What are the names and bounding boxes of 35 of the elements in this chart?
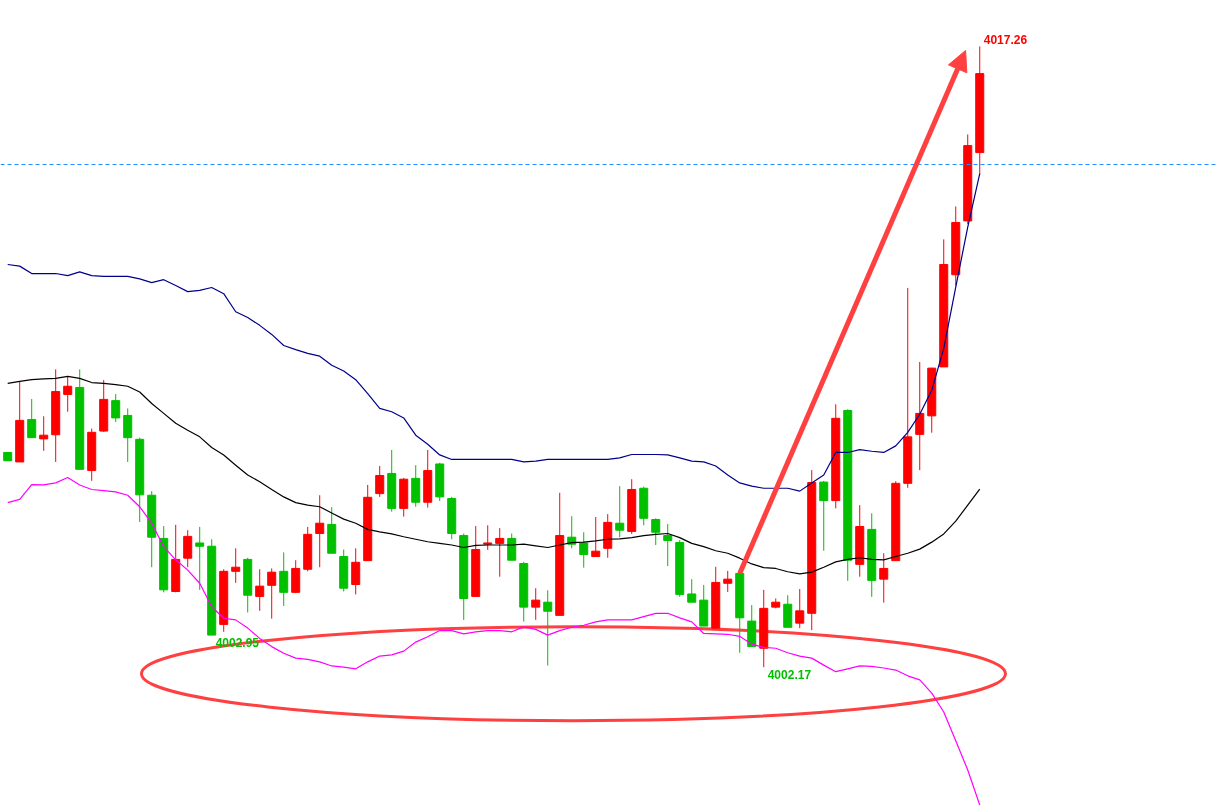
candlestick <box>495 527 505 578</box>
candlestick <box>915 361 925 471</box>
candlestick <box>255 568 265 612</box>
candlestick <box>579 531 589 569</box>
candlestick <box>795 588 805 629</box>
candlestick <box>723 570 733 593</box>
text: 4002.17 <box>767 668 812 683</box>
candlestick <box>231 547 241 584</box>
candlestick <box>651 517 661 546</box>
candlestick <box>879 552 889 604</box>
candlestick <box>783 594 793 628</box>
candlestick <box>483 524 493 551</box>
candlestick <box>111 393 121 423</box>
candlestick <box>351 547 361 595</box>
candlestick <box>291 559 301 594</box>
candlestick <box>315 494 325 568</box>
candlestick <box>27 398 37 439</box>
candlestick <box>63 376 73 413</box>
candlestick <box>183 529 193 568</box>
candlestick <box>687 578 697 603</box>
candlestick <box>531 587 541 621</box>
candlestick <box>663 523 673 567</box>
candlestick <box>543 589 553 667</box>
candlestick <box>819 480 829 552</box>
candlestick <box>591 516 601 558</box>
candlestick <box>507 533 517 561</box>
candlestick <box>375 465 385 498</box>
candlestick <box>195 526 205 591</box>
candlestick <box>39 415 49 452</box>
candlestick <box>267 567 277 620</box>
candlestick <box>615 485 625 538</box>
candlestick <box>123 407 133 463</box>
candlestick <box>411 464 421 508</box>
candlestick <box>279 551 289 607</box>
text: 4017.26 <box>983 33 1028 48</box>
